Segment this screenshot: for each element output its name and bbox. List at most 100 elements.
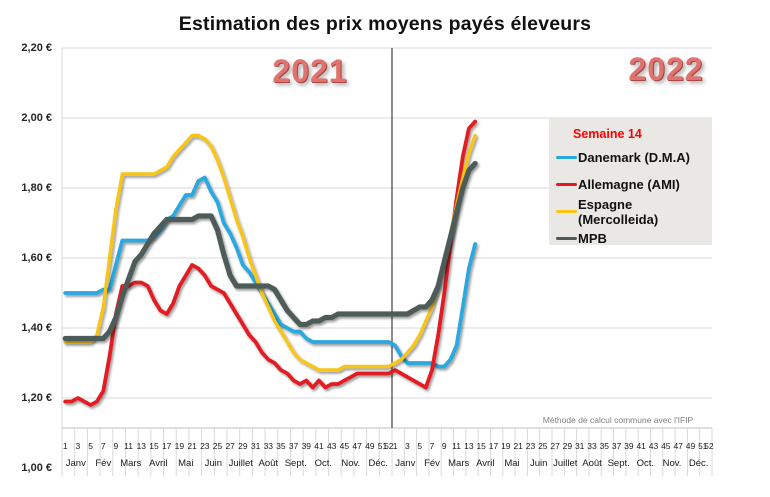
week-tick-label: 31 [574,441,585,451]
week-tick-label: 11 [452,441,462,451]
month-label: Août [258,458,279,469]
week-tick-label: 47 [673,441,683,451]
week-tick-label: 17 [161,441,172,451]
method-note: Méthode de calcul commune avec l'IFIP [542,415,694,425]
week-tick-label: 29 [562,441,573,451]
legend-swatch [556,182,577,187]
week-tick-label: 31 [250,441,261,451]
week-tick-label: 29 [238,441,248,451]
week-tick-label: 43 [648,441,659,451]
week-tick-label: 9 [113,441,119,451]
week-tick-label: 21 [187,441,197,451]
month-label: Oct. [314,458,333,469]
legend-item: Allemagne (AMI) [549,171,712,198]
legend-label: Espagne (Mercolleida) [578,196,659,227]
week-tick-label: 37 [288,441,299,451]
week-tick-label: 41 [314,441,324,451]
legend: Semaine 14 Danemark (D.M.A) Allemagne (AM… [549,118,712,246]
month-label: Mars [448,458,470,469]
legend-swatch [556,209,577,214]
week-tick-label: 33 [263,441,274,451]
month-label: Janv [65,458,86,469]
week-tick-label: 21 [513,441,523,451]
series-line-allemagne-ami [63,119,477,407]
month-label: Avril [149,458,168,469]
week-tick-label: 35 [276,441,286,451]
month-label: Sept. [607,458,630,469]
month-label: Août [582,458,602,469]
week-tick-label: 52 [704,441,714,451]
week-tick-label: 35 [599,441,610,451]
y-tick-label: 1,40 € [21,322,52,334]
month-label: Déc. [688,458,709,469]
legend-title-semaine: Semaine 14 [573,127,642,141]
y-tick-label: 1,80 € [21,182,52,194]
week-tick-label: 19 [174,441,185,451]
week-tick-label: 23 [525,441,536,451]
week-tick-label: 13 [136,441,147,451]
week-tick-label: 33 [587,441,597,451]
month-label: Juin [529,458,548,469]
week-tick-label: 11 [124,441,134,451]
legend-item: Espagne (Mercolleida) [549,196,712,227]
series-line-espagne-mercolleida [63,133,477,372]
y-tick-label: 2,00 € [21,112,52,124]
month-label: Janv [395,458,416,469]
week-tick-label: 51 [377,441,388,451]
month-label: Juin [204,458,223,469]
week-tick-label: 47 [352,441,362,451]
y-tick-label: 1,60 € [21,252,52,264]
week-tick-label: 15 [149,441,159,451]
week-tick-label: 52 [384,441,394,451]
month-label: Nov. [341,458,361,469]
legend-item: MPB [549,225,712,252]
month-label: Sept. [284,458,307,469]
week-tick-label: 7 [429,441,435,451]
y-tick-label: 1,00 € [21,462,52,474]
week-tick-label: 37 [611,441,622,451]
week-tick-label: 51 [698,441,708,451]
month-label: Mars [120,458,142,469]
month-label: Avril [476,458,495,469]
week-tick-label: 1 [392,441,398,451]
y-tick-label: 1,20 € [21,392,52,404]
month-label: Mai [178,458,194,469]
week-tick-label: 1 [62,441,68,451]
legend-swatch [556,155,577,160]
month-label: Juillet [228,458,253,469]
week-tick-label: 5 [88,441,93,451]
legend-label: Allemagne (AMI) [578,177,680,192]
week-tick-label: 25 [212,441,223,451]
month-label: Nov. [662,458,682,469]
legend-swatch [556,236,577,241]
week-tick-label: 23 [200,441,210,451]
week-tick-label: 39 [624,441,634,451]
week-tick-label: 13 [464,441,474,451]
week-tick-label: 45 [661,441,671,451]
month-label: Fév [424,458,440,469]
week-tick-label: 3 [405,441,410,451]
week-tick-label: 25 [538,441,548,451]
legend-item: Danemark (D.M.A) [549,144,712,171]
week-tick-label: 27 [550,441,560,451]
week-tick-label: 41 [636,441,646,451]
week-tick-label: 5 [417,441,423,451]
week-tick-label: 7 [100,441,106,451]
week-tick-label: 27 [225,441,235,451]
week-tick-label: 49 [685,441,696,451]
week-tick-label: 45 [339,441,350,451]
legend-items: Danemark (D.M.A) Allemagne (AMI) Espagne (… [549,144,712,252]
y-tick-label: 2,20 € [21,42,52,54]
series-line-mpb [62,160,478,342]
chart-title: Estimation des prix moyens payés éleveur… [178,13,592,35]
month-label: Déc. [368,458,389,469]
month-label: Juillet [553,458,578,469]
week-tick-label: 15 [476,441,486,451]
week-tick-label: 43 [326,441,337,451]
month-label: Oct. [636,458,655,469]
legend-label: Danemark (D.M.A) [578,150,690,165]
week-tick-label: 17 [488,441,499,451]
week-tick-label: 39 [301,441,312,451]
